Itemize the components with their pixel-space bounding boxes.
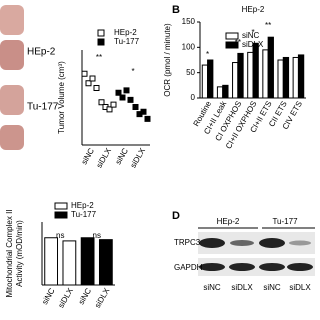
- blot: HEp-2 Tu-177 TRPC3 GAPDH siNC siDLX siNC…: [174, 217, 315, 292]
- legend-marker: [225, 32, 239, 40]
- legend-marker: [54, 202, 68, 210]
- point: [106, 106, 113, 113]
- tumor-photo: [0, 85, 24, 115]
- photo-label: HEp-2: [27, 47, 56, 58]
- point: [81, 70, 88, 77]
- point: [123, 87, 130, 94]
- lane-label: siDLX: [231, 283, 253, 292]
- bar: [232, 62, 239, 99]
- x-tick-label: siDLX: [95, 146, 114, 170]
- y-axis-label: Activity (mOD/min): [15, 220, 24, 287]
- significance: *: [206, 50, 209, 59]
- point: [144, 115, 151, 122]
- y-axis-label: OCR (pmol / minute): [163, 23, 172, 97]
- blot-group: Tu-177: [272, 217, 298, 226]
- chart-title: HEp-2: [242, 5, 265, 14]
- bar: [222, 84, 229, 99]
- lane-label: siDLX: [289, 283, 311, 292]
- band: [259, 263, 285, 271]
- significance: ns: [93, 231, 101, 240]
- legend-marker: [97, 38, 105, 46]
- y-tick-label: 100: [182, 42, 196, 51]
- y-tick-label: 150: [182, 17, 196, 26]
- point: [140, 108, 147, 115]
- band: [199, 263, 225, 271]
- legend-label: Tu-177: [114, 37, 140, 46]
- significance: *: [251, 28, 254, 37]
- lane-label: siNC: [203, 283, 221, 292]
- bar: [237, 52, 244, 99]
- band: [230, 240, 254, 246]
- band: [229, 263, 255, 271]
- significance: **: [265, 21, 271, 30]
- x-tick-label: siNC: [77, 286, 94, 306]
- panel-label: D: [172, 210, 180, 222]
- legend-label: Tu-177: [71, 210, 97, 219]
- lane-label: siNC: [263, 283, 281, 292]
- bar: [216, 86, 224, 99]
- legend-marker: [225, 41, 239, 49]
- significance: ns: [56, 231, 64, 240]
- significance: **: [235, 38, 241, 47]
- bar: [247, 51, 254, 99]
- tumor-photo: [0, 5, 24, 35]
- bar: [282, 56, 290, 99]
- point: [119, 94, 126, 101]
- significance: *: [131, 67, 134, 76]
- x-tick-label: siNC: [40, 286, 57, 306]
- bar: [62, 240, 77, 286]
- x-tick-label: siDLX: [56, 286, 75, 310]
- y-tick-label: 0: [191, 93, 196, 102]
- photo-label: Tu-177: [27, 102, 59, 113]
- point: [132, 104, 139, 110]
- point: [85, 80, 92, 87]
- bar: [292, 56, 299, 99]
- legend-label: HEp-2: [114, 28, 137, 37]
- point: [93, 85, 100, 91]
- x-tick-label: siNC: [114, 146, 131, 166]
- bar: [267, 36, 274, 99]
- x-tick-label: siDLX: [129, 146, 148, 170]
- bar: [201, 64, 209, 99]
- y-tick-label: 50: [186, 68, 195, 77]
- tumor-photo: [0, 125, 24, 150]
- band: [287, 263, 313, 271]
- blot-group: HEp-2: [217, 217, 240, 226]
- legend-label: siNC: [242, 31, 260, 40]
- bar: [80, 237, 95, 286]
- point: [98, 99, 105, 106]
- panel-label: B: [172, 4, 180, 16]
- bar: [207, 59, 214, 99]
- band: [289, 240, 311, 246]
- point: [115, 89, 122, 96]
- bar: [297, 54, 305, 99]
- legend-label: HEp-2: [71, 201, 94, 210]
- significance: **: [96, 53, 102, 62]
- point: [127, 96, 134, 103]
- blot-row: TRPC3: [174, 238, 201, 247]
- band: [259, 238, 285, 248]
- blot-row: GAPDH: [174, 263, 203, 272]
- bar: [44, 237, 59, 286]
- point: [89, 75, 96, 82]
- blot-strip: [198, 232, 315, 254]
- band: [199, 238, 225, 248]
- point: [110, 101, 117, 108]
- blot-strip: [198, 258, 315, 276]
- bar: [262, 49, 269, 99]
- x-tick-label: siNC: [80, 146, 97, 166]
- bar: [277, 59, 284, 99]
- legend-marker: [54, 211, 68, 219]
- y-axis-label: Mitochondrial Complex II: [5, 209, 14, 297]
- y-axis-label: Tumor Volume (cm³): [57, 61, 66, 134]
- bar: [252, 42, 259, 99]
- legend-marker: [97, 29, 105, 37]
- tumor-photo: [0, 40, 24, 70]
- x-tick-label: siDLX: [93, 286, 112, 310]
- bar: [98, 239, 113, 286]
